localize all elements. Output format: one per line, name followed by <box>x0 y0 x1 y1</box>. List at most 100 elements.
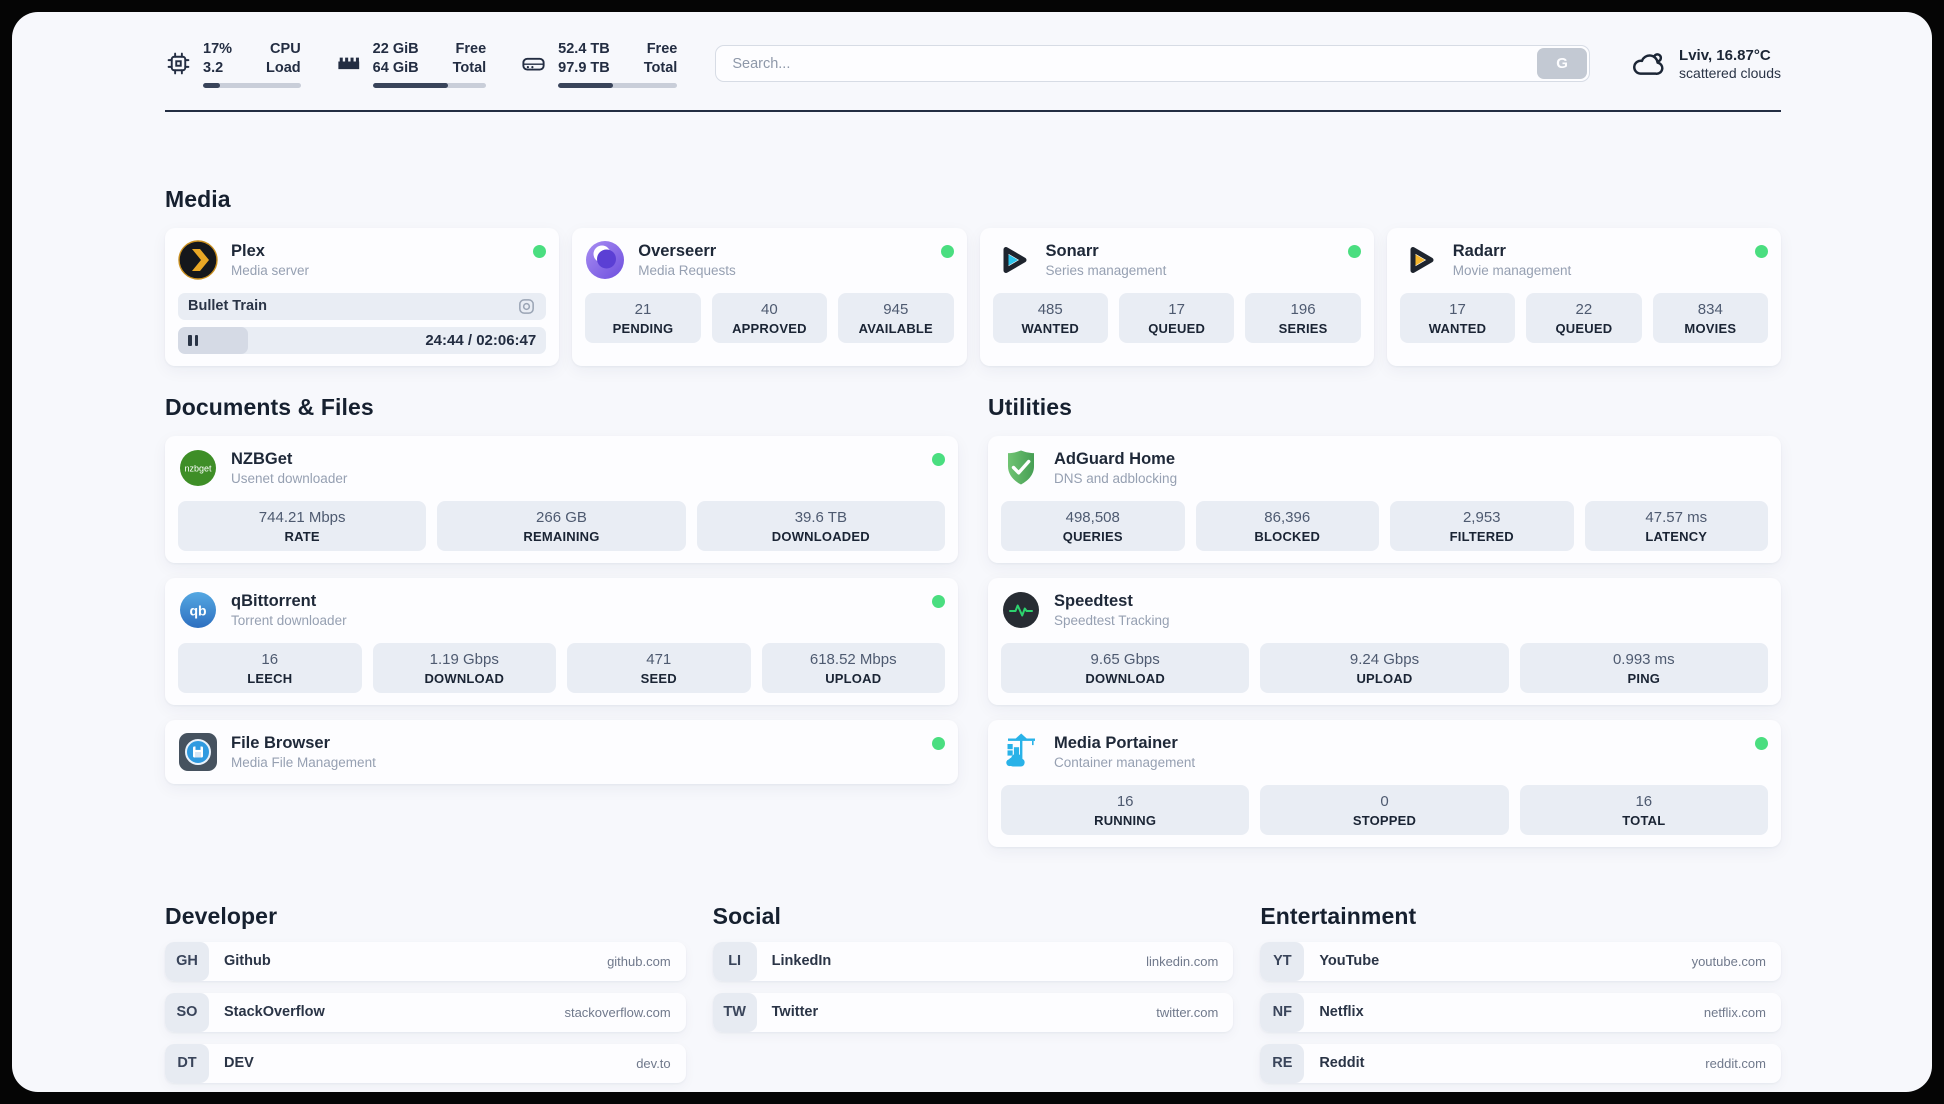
ram-labels: Free Total <box>452 41 487 76</box>
weather-widget: Lviv, 16.87°C scattered clouds <box>1630 47 1781 81</box>
entertainment-section-title: Entertainment <box>1260 902 1417 929</box>
app-card-nzbget[interactable]: nzbget NZBGet Usenet downloader 744.21 M… <box>165 435 958 563</box>
stat-running: 16 RUNNING <box>1001 784 1250 835</box>
app-card-overseerr[interactable]: Overseerr Media Requests 21 PENDING 40 A… <box>572 227 967 366</box>
sonarr-icon <box>993 240 1033 280</box>
adguard-icon <box>1001 448 1041 488</box>
stat-downloaded: 39.6 TB DOWNLOADED <box>696 500 945 551</box>
ram-values: 22 GiB 64 GiB <box>372 41 419 76</box>
stat-blocked: 86,396 BLOCKED <box>1195 500 1379 551</box>
stat-latency: 47.57 ms LATENCY <box>1584 500 1768 551</box>
app-description: Torrent downloader <box>231 612 347 628</box>
app-card-radarr[interactable]: Radarr Movie management 17 WANTED 22 QUE… <box>1386 227 1781 366</box>
status-online-dot <box>533 244 547 258</box>
radarr-icon <box>1400 240 1440 280</box>
app-description: Series management <box>1045 262 1167 278</box>
link-dev[interactable]: DT DEV dev.to <box>165 1043 686 1083</box>
stat-approved: 40 APPROVED <box>711 292 828 343</box>
stat-queued: 22 QUEUED <box>1526 292 1642 343</box>
stat-queued: 17 QUEUED <box>1118 292 1235 343</box>
section-developer: Developer GH Github github.com SO StackO… <box>165 903 686 1083</box>
search-engine-button[interactable]: G <box>1537 48 1588 80</box>
app-name: Radarr <box>1452 241 1506 260</box>
link-linkedin[interactable]: LI LinkedIn linkedin.com <box>712 941 1234 981</box>
playback-time: 24:44 / 02:06:47 <box>425 331 537 349</box>
social-section-title: Social <box>712 902 782 929</box>
stat-filtered: 2,953 FILTERED <box>1390 500 1574 551</box>
app-description: Container management <box>1054 754 1196 770</box>
section-documents-files: Documents & Files nzbget NZBGet Usenet d… <box>165 394 958 784</box>
github-badge-icon: GH <box>165 941 209 981</box>
status-online-dot <box>1755 736 1768 750</box>
section-utilities: Utilities AdGuard Home <box>988 394 1781 847</box>
cpu-values: 17% 3.2 <box>203 41 233 76</box>
section-media: Media Plex Media server <box>165 186 1781 366</box>
weather-condition: scattered clouds <box>1679 64 1781 81</box>
search-input[interactable] <box>715 45 1591 83</box>
app-name: File Browser <box>231 733 331 752</box>
twitter-badge-icon: TW <box>712 992 757 1032</box>
stat-total: 16 TOTAL <box>1519 784 1768 835</box>
speedtest-icon <box>1001 590 1041 630</box>
stat-series: 196 SERIES <box>1245 292 1361 343</box>
stat-wanted: 17 WANTED <box>1399 292 1516 343</box>
filebrowser-icon <box>178 732 218 772</box>
cpu-icon <box>165 50 192 77</box>
status-online-dot <box>932 736 945 750</box>
stackoverflow-badge-icon: SO <box>165 992 209 1032</box>
link-reddit[interactable]: RE Reddit reddit.com <box>1260 1043 1781 1083</box>
linkedin-badge-icon: LI <box>712 941 757 981</box>
plex-icon <box>178 239 218 280</box>
stat-pending: 21 PENDING <box>585 292 701 343</box>
app-card-adguard[interactable]: AdGuard Home DNS and adblocking 498,508 … <box>988 435 1781 563</box>
app-name: NZBGet <box>231 449 293 468</box>
utilities-section-title: Utilities <box>988 393 1072 420</box>
app-name: Media Portainer <box>1054 733 1178 752</box>
section-social: Social LI LinkedIn linkedin.com TW Twitt… <box>712 902 1234 1083</box>
status-online-dot <box>1755 244 1768 258</box>
cpu-labels: CPU Load <box>266 41 301 76</box>
disk-progress-bar <box>558 82 678 88</box>
app-card-portainer[interactable]: Media Portainer Container management 16 … <box>988 719 1781 847</box>
app-card-qbittorrent[interactable]: qb qBittorrent Torrent downloader 16 LEE… <box>165 577 958 705</box>
now-playing-title: Bullet Train <box>188 298 267 315</box>
link-stackoverflow[interactable]: SO StackOverflow stackoverflow.com <box>165 992 686 1032</box>
stat-stopped: 0 STOPPED <box>1260 784 1509 835</box>
link-github[interactable]: GH Github github.com <box>165 941 686 981</box>
disk-values: 52.4 TB 97.9 TB <box>558 41 610 76</box>
app-card-plex[interactable]: Plex Media server Bullet Train <box>165 227 560 366</box>
link-youtube[interactable]: YT YouTube youtube.com <box>1260 941 1781 981</box>
ram-progress-bar <box>372 82 487 88</box>
app-name: Plex <box>231 241 265 260</box>
now-playing-bar: Bullet Train <box>178 292 547 320</box>
status-online-dot <box>932 594 945 608</box>
app-description: Movie management <box>1452 262 1572 278</box>
playback-progress-bar[interactable]: 24:44 / 02:06:47 <box>178 326 547 354</box>
nzbget-icon: nzbget <box>178 448 218 488</box>
stat-queries: 498,508 QUERIES <box>1001 500 1185 551</box>
weather-location-temp: Lviv, 16.87°C <box>1679 46 1771 64</box>
link-netflix[interactable]: NF Netflix netflix.com <box>1260 992 1781 1032</box>
status-online-dot <box>940 244 954 258</box>
stat-download: 1.19 Gbps DOWNLOAD <box>372 642 556 693</box>
app-name: qBittorrent <box>231 591 317 610</box>
media-section-title: Media <box>165 185 231 212</box>
app-card-sonarr[interactable]: Sonarr Series management 485 WANTED 17 Q… <box>979 227 1374 366</box>
stat-upload: 9.24 Gbps UPLOAD <box>1260 642 1509 693</box>
app-description: Media Requests <box>638 262 736 278</box>
netflix-badge-icon: NF <box>1260 992 1305 1032</box>
now-playing-session-icon[interactable] <box>517 297 536 316</box>
svg-text:nzbget: nzbget <box>184 463 212 473</box>
stat-leech: 16 LEECH <box>178 642 362 693</box>
app-description: Media server <box>231 262 310 278</box>
app-card-filebrowser[interactable]: File Browser Media File Management <box>165 719 958 784</box>
link-twitter[interactable]: TW Twitter twitter.com <box>712 992 1234 1032</box>
stat-rate: 744.21 Mbps RATE <box>178 500 427 551</box>
app-name: Speedtest <box>1054 591 1133 610</box>
dev-badge-icon: DT <box>165 1043 209 1083</box>
overseerr-icon <box>585 240 625 280</box>
app-description: Media File Management <box>231 754 376 770</box>
pause-icon[interactable] <box>188 334 198 346</box>
app-card-speedtest[interactable]: Speedtest Speedtest Tracking 9.65 Gbps D… <box>988 577 1781 705</box>
developer-section-title: Developer <box>165 902 278 929</box>
